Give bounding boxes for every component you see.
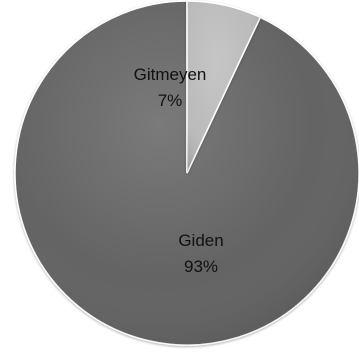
pie-shading xyxy=(15,1,359,345)
pie-value-giden: 93% xyxy=(184,257,218,276)
pie-label-gitmeyen: Gitmeyen xyxy=(134,65,207,84)
pie-slice-shading xyxy=(187,1,261,173)
pie-slice-shading xyxy=(15,1,359,345)
pie-value-gitmeyen: 7% xyxy=(158,91,183,110)
pie-labels: Giden 93% Gitmeyen 7% xyxy=(134,65,224,276)
pie-label-giden: Giden xyxy=(178,231,223,250)
